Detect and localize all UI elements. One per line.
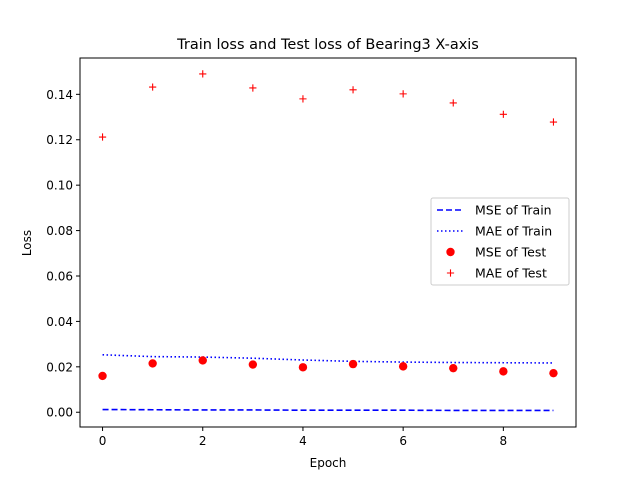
- x-tick-label: 0: [99, 434, 107, 448]
- legend-swatch-3: [446, 269, 455, 277]
- y-tick-label: 0.12: [46, 133, 73, 147]
- axis-ticks: 0 2 4 6 8 0.00 0.02 0.04 0.06 0.08 0.10 0.12 0.14: [46, 88, 507, 448]
- legend-label-3: MAE of Test: [475, 266, 547, 281]
- series-3-point: [149, 83, 157, 91]
- series-2-point: [248, 360, 258, 369]
- y-tick-label: 0.02: [46, 360, 73, 374]
- legend-swatch-2: [446, 247, 455, 257]
- plot-area: [98, 70, 558, 412]
- series-2-point: [549, 368, 558, 378]
- series-2-point: [348, 359, 358, 369]
- x-axis-label: Epoch: [310, 456, 347, 470]
- y-tick-label: 0.04: [46, 315, 73, 329]
- legend: MSE of Train MAE of Train MSE of Test MAE o…: [430, 197, 570, 286]
- series-2-point: [298, 363, 308, 372]
- chart-title: Train loss and Test loss of Bearing3 X-a…: [176, 37, 479, 53]
- series-3-point: [499, 110, 507, 118]
- series-2-point: [198, 356, 207, 365]
- legend-label-2: MSE of Test: [475, 245, 546, 260]
- series-2-point: [398, 362, 408, 371]
- y-axis-label: Loss: [20, 230, 34, 256]
- series-3-point: [199, 70, 207, 78]
- y-tick-label: 0.10: [46, 179, 73, 193]
- series-line-0: [102, 408, 554, 412]
- series-3-point: [449, 99, 457, 107]
- y-tick-label: 0.14: [46, 88, 73, 102]
- x-tick-label: 2: [199, 434, 207, 448]
- series-3-point: [549, 118, 558, 126]
- series-3-point: [349, 86, 357, 94]
- series-3-point: [299, 95, 307, 103]
- series-3-point: [98, 133, 107, 141]
- legend-box: [430, 197, 570, 286]
- series-2-point: [98, 371, 107, 381]
- x-tick-label: 6: [399, 434, 407, 448]
- series-3-point: [399, 90, 407, 98]
- legend-label-0: MSE of Train: [475, 203, 552, 218]
- series-2-point: [148, 359, 157, 368]
- series-2-point: [449, 363, 458, 373]
- y-tick-label: 0.08: [46, 224, 73, 238]
- legend-label-1: MAE of Train: [475, 224, 552, 239]
- x-tick-label: 8: [500, 434, 508, 448]
- axes-frame: [79, 57, 577, 428]
- series-2-point: [499, 367, 508, 376]
- y-tick-label: 0.00: [46, 406, 73, 420]
- x-tick-label: 4: [299, 434, 307, 448]
- y-tick-label: 0.06: [46, 269, 73, 283]
- series-3-point: [249, 84, 257, 92]
